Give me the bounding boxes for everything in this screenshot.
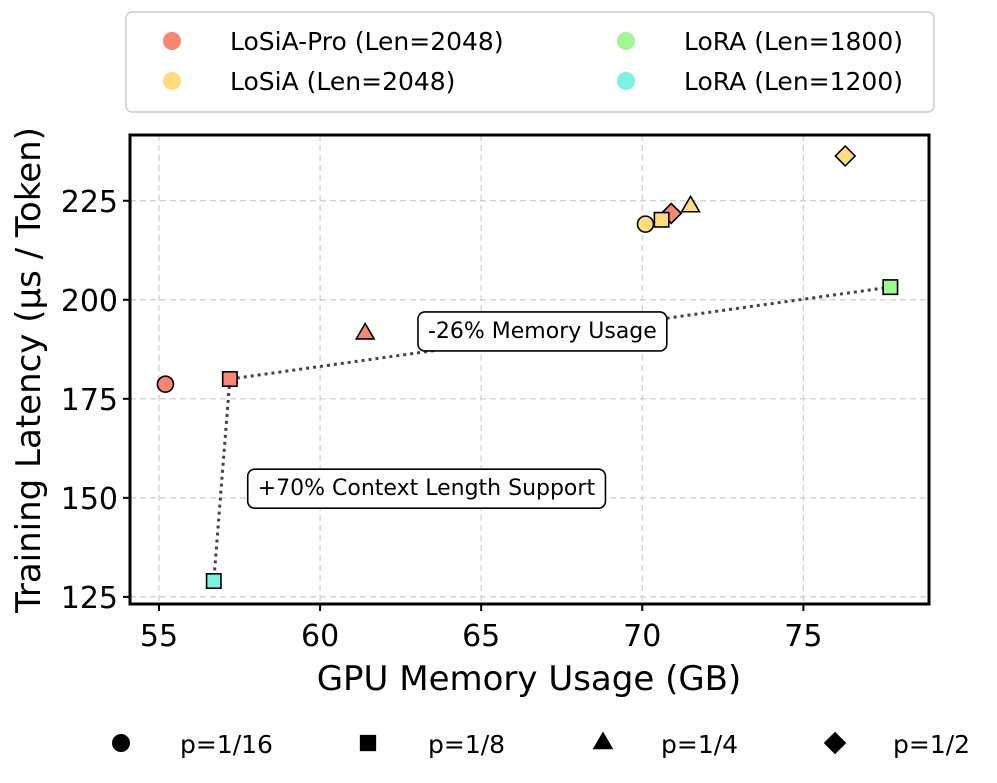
shape-legend-label: p=1/4: [661, 730, 738, 759]
grid: [130, 135, 929, 604]
annotation: -26% Memory Usage: [417, 311, 668, 352]
data-point-diamond: [834, 144, 857, 168]
y-tick-label: 175: [61, 383, 118, 418]
color-legend-label: LoSiA-Pro (Len=2048): [230, 27, 504, 56]
annotation-box: [417, 311, 668, 352]
x-tick-label: 75: [784, 619, 822, 654]
plot-frame: [128, 133, 931, 606]
x-tick-label: 65: [462, 619, 500, 654]
data-point-square: [221, 371, 238, 388]
data-point-triangle: [354, 321, 376, 340]
x-axis-ticks: 55 60 65 70 75: [140, 604, 822, 654]
shape-legend-label: p=1/16: [180, 730, 273, 759]
annotations: -26% Memory Usage +70% Context Length Sup…: [246, 311, 668, 510]
y-axis-label: Training Latency (μs / Token): [9, 127, 49, 614]
shape-legend-square-icon: [359, 734, 377, 752]
connector-line: [229, 285, 891, 381]
y-tick-label: 225: [61, 185, 118, 220]
annotation-box: [246, 468, 607, 510]
shape-legend: p=1/16 p=1/8 p=1/4 p=1/2: [112, 730, 970, 759]
color-legend-box: [125, 11, 935, 113]
y-axis-ticks: 125 150 175 200 225: [61, 185, 130, 616]
y-tick-label: 125: [61, 581, 118, 616]
color-legend-swatch: [617, 72, 635, 90]
y-tick-label: 150: [61, 482, 118, 517]
color-legend-label: LoRA (Len=1200): [684, 67, 903, 96]
color-legend-swatch: [163, 32, 181, 50]
color-legend-label: LoRA (Len=1800): [684, 27, 903, 56]
shape-legend-diamond-icon: [823, 731, 847, 755]
data-point-circle: [156, 375, 175, 393]
data-point-triangle: [680, 194, 701, 213]
color-legend-swatch: [163, 72, 181, 90]
x-tick-label: 55: [140, 619, 178, 654]
shape-legend-circle-icon: [112, 734, 130, 752]
annotation-text: -26% Memory Usage: [428, 319, 657, 344]
data-points: [156, 144, 899, 590]
color-legend-label: LoSiA (Len=2048): [230, 67, 455, 96]
annotation-text: +70% Context Length Support: [258, 476, 596, 501]
y-tick-label: 200: [61, 284, 118, 319]
color-legend-swatch: [617, 32, 635, 50]
annotation: +70% Context Length Support: [246, 468, 607, 510]
x-tick-label: 70: [623, 619, 661, 654]
data-point-square: [882, 279, 899, 296]
color-legend: LoSiA-Pro (Len=2048) LoRA (Len=1800) LoSiA…: [163, 27, 903, 96]
shape-legend-triangle-icon: [592, 731, 614, 750]
data-point-square: [205, 573, 222, 590]
data-point-circle: [636, 215, 655, 233]
connectors: [212, 285, 891, 582]
x-tick-label: 60: [301, 619, 339, 654]
shape-legend-label: p=1/8: [428, 730, 505, 759]
data-point-square: [653, 211, 670, 228]
x-axis-label: GPU Memory Usage (GB): [317, 659, 742, 699]
connector-line: [212, 378, 232, 582]
shape-legend-label: p=1/2: [893, 730, 970, 759]
